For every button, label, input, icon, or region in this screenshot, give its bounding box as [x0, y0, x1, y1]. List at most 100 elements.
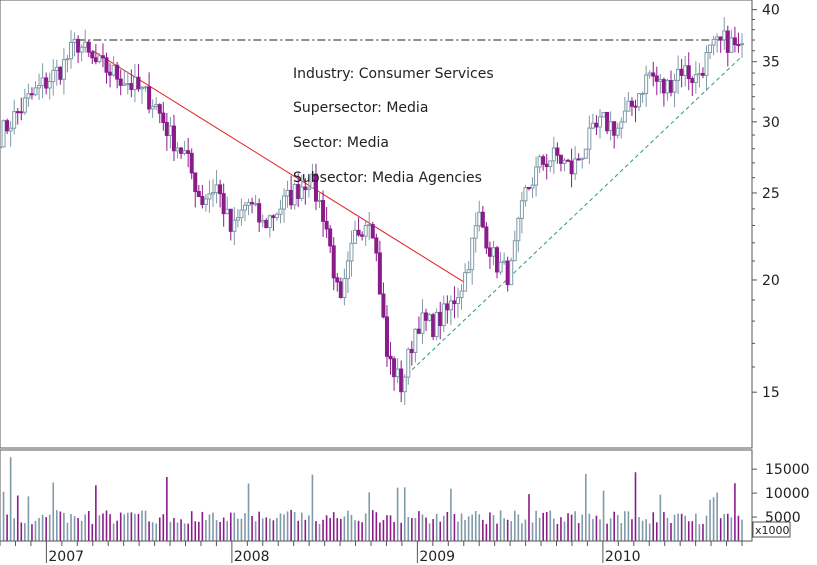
candle-body — [541, 156, 546, 165]
volume-multiplier-box — [752, 521, 791, 538]
candle-body — [516, 217, 521, 242]
candle-body — [679, 68, 684, 76]
candle-body — [61, 59, 66, 80]
candle-body — [658, 79, 663, 82]
candle-body — [86, 41, 91, 53]
price-panel-frame — [0, 0, 753, 449]
candle-body — [353, 229, 358, 244]
year-label: 2010 — [605, 549, 641, 565]
candle-body — [367, 224, 372, 227]
volume-multiplier: x1000 — [752, 521, 791, 538]
candle-body — [583, 148, 588, 159]
year-label: 2007 — [48, 549, 84, 565]
uptrend-line — [401, 55, 743, 380]
candle-body — [125, 83, 130, 86]
candle-body — [438, 311, 443, 327]
year-label: 2008 — [234, 549, 270, 565]
candle-body — [257, 203, 262, 223]
candle-body — [431, 314, 436, 338]
candle-body — [260, 220, 265, 223]
candle-body — [232, 219, 237, 232]
candle-body — [537, 156, 542, 168]
candle-body — [179, 147, 184, 154]
sector-info: Industry: Consumer Services Supersector:… — [293, 66, 494, 186]
candle-body — [345, 260, 350, 280]
candle-body — [676, 68, 681, 81]
candle-body — [267, 215, 272, 229]
candle-body — [487, 247, 492, 257]
candle-body — [420, 312, 425, 334]
candle-body — [413, 328, 418, 354]
candle-body — [441, 303, 446, 327]
candle-body — [5, 120, 10, 132]
candle-body — [690, 78, 695, 84]
candle-body — [147, 86, 152, 110]
year-label: 2009 — [419, 549, 455, 565]
candle-body — [349, 242, 354, 262]
candle-body — [342, 278, 347, 298]
candle-body — [175, 147, 180, 152]
candle-body — [370, 224, 375, 239]
candle-body — [118, 78, 123, 86]
candle-body — [51, 69, 56, 83]
candle-body — [90, 51, 95, 59]
candle-body — [590, 122, 595, 129]
candle-body — [626, 100, 631, 112]
candle-body — [473, 225, 478, 239]
sector-label: Sector: Media — [293, 135, 389, 151]
candle-body — [388, 355, 393, 360]
candle-body — [495, 247, 500, 273]
candle-body — [285, 189, 290, 197]
candle-body — [683, 65, 688, 76]
candle-body — [512, 240, 517, 262]
candle-body — [203, 198, 208, 205]
industry-label: Industry: Consumer Services — [293, 66, 494, 82]
candle-body — [686, 65, 691, 80]
price-tick-label: 25 — [762, 186, 780, 202]
candle-body — [651, 72, 656, 77]
candle-body — [722, 30, 727, 41]
candle-body — [523, 187, 528, 202]
candle-body — [37, 85, 42, 89]
candle-body — [338, 281, 343, 298]
candle-body — [377, 252, 382, 295]
candle-body — [381, 293, 386, 318]
candle-body — [374, 237, 379, 254]
candle-body — [79, 46, 84, 53]
candle-body — [455, 297, 460, 305]
candle-body — [740, 43, 744, 46]
candle-body — [711, 38, 716, 46]
candle-body — [12, 111, 17, 129]
candle-body — [299, 186, 304, 199]
candle-body — [97, 55, 102, 63]
candle-body — [154, 104, 159, 108]
candle-body — [576, 158, 581, 161]
candle-body — [597, 116, 602, 128]
candle-body — [328, 228, 333, 247]
candle-body — [356, 229, 361, 236]
downtrend-line — [92, 50, 465, 283]
candle-body — [732, 37, 737, 46]
candle-body — [15, 111, 20, 114]
price-tick-label: 40 — [762, 3, 780, 19]
candle-body — [171, 125, 176, 152]
candle-body — [615, 127, 620, 136]
candle-body — [715, 36, 720, 40]
candle-body — [324, 220, 329, 230]
candle-body — [289, 189, 294, 206]
candle-body — [211, 192, 216, 195]
candle-body — [242, 204, 247, 211]
candle-body — [218, 184, 223, 195]
candle-body — [200, 195, 205, 205]
price-tick-label: 35 — [762, 55, 780, 71]
candlesticks — [0, 17, 744, 405]
candle-body — [555, 147, 560, 156]
candle-body — [250, 202, 255, 205]
candle-body — [480, 211, 485, 228]
candle-body — [395, 368, 400, 378]
candle-body — [282, 195, 287, 210]
candle-body — [445, 303, 450, 311]
candle-body — [225, 208, 230, 215]
candle-body — [608, 121, 613, 132]
